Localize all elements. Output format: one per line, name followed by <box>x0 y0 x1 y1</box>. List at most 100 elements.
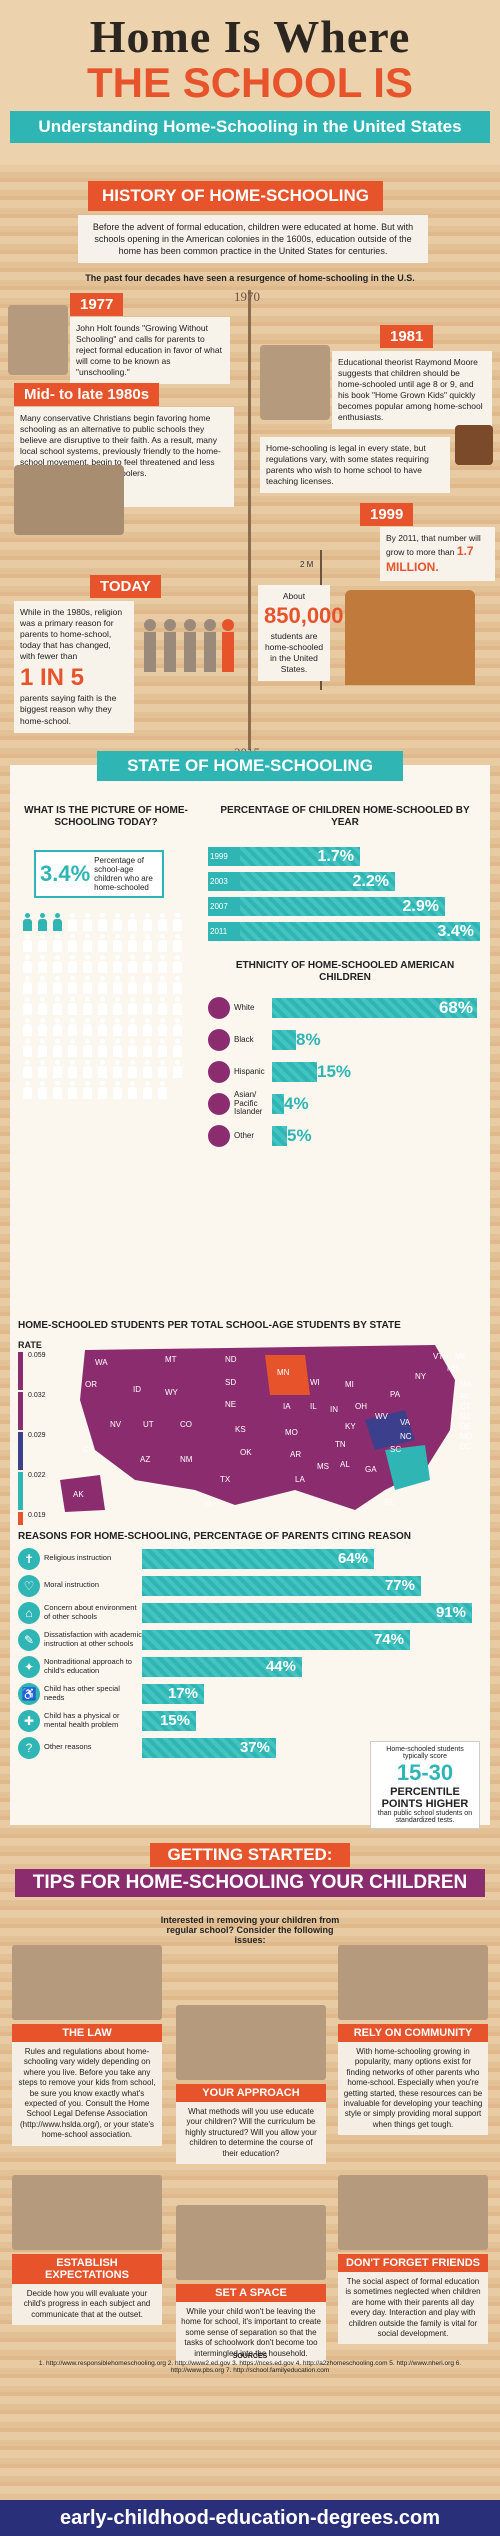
year-bar: 1.7% <box>240 847 360 866</box>
state-label: ME <box>455 1352 467 1361</box>
child-figure-icon <box>82 934 93 952</box>
tip-text: What methods will you use educate your c… <box>176 2102 326 2164</box>
child-figure-icon <box>157 1018 168 1036</box>
tip-card: DON'T FORGET FRIENDS The social aspect of… <box>338 2175 488 2345</box>
year-1981: 1981 <box>380 325 434 348</box>
state-label: NE <box>225 1400 237 1409</box>
title-line1: Home Is Where <box>89 11 411 62</box>
child-figure-icon <box>37 934 48 952</box>
reason-label: Child has other special needs <box>44 1684 120 1702</box>
child-figure-icon <box>37 976 48 994</box>
child-figure-icon <box>97 1081 108 1099</box>
rate-legend: RATE 0.059 0.032 0.029 0.022 0.019 <box>18 1340 46 1550</box>
child-figure-icon <box>142 1018 153 1036</box>
child-figure-icon <box>97 1018 108 1036</box>
child-figure-icon <box>112 1060 123 1078</box>
legend-entry: 0.022 <box>18 1472 46 1510</box>
tip-title: ESTABLISH EXPECTATIONS <box>12 2254 162 2284</box>
stat-1999-text: students are home-schooled in the United… <box>264 630 324 674</box>
tip-title: SET A SPACE <box>176 2284 326 2302</box>
ethnicity-label: White <box>234 1002 255 1012</box>
state-label: CA <box>83 1445 95 1454</box>
child-figure-icon <box>67 955 78 973</box>
tip-illustration <box>338 2175 488 2250</box>
tip-title: RELY ON COMMUNITY <box>338 2024 488 2042</box>
child-figure-icon <box>52 913 63 931</box>
child-figure-icon <box>22 1060 33 1078</box>
child-figure-icon <box>22 1039 33 1057</box>
legend-value: 0.059 <box>28 1352 46 1359</box>
child-figure-icon <box>127 976 138 994</box>
child-figure-icon <box>52 1081 63 1099</box>
tip-text: Rules and regulations about home-schooli… <box>12 2042 162 2146</box>
child-figure-icon <box>52 934 63 952</box>
child-figure-icon <box>97 1039 108 1057</box>
tip-card: YOUR APPROACH What methods will you use e… <box>176 2005 326 2164</box>
child-figure-icon <box>97 955 108 973</box>
axis-2m: 2 M <box>300 560 314 569</box>
state-label: RI <box>460 1392 468 1401</box>
state-label: WI <box>310 1378 320 1387</box>
ethnicity-label: Asian/ Pacific Islander <box>234 1090 263 1117</box>
rate-label: RATE <box>18 1340 42 1350</box>
legend-swatch <box>18 1352 23 1390</box>
state-label: ID <box>133 1385 141 1394</box>
child-figure-icon <box>172 1039 183 1057</box>
event-1981: Educational theorist Raymond Moore sugge… <box>332 351 492 430</box>
child-figure-icon <box>82 997 93 1015</box>
legend-swatch <box>18 1392 23 1430</box>
today-tag: TODAY <box>90 575 161 598</box>
child-avatar-icon <box>208 1125 230 1147</box>
percentile-lead: Home-schooled students typically score <box>386 1746 464 1760</box>
tip-card: THE LAW Rules and regulations about home-… <box>12 1945 162 2146</box>
history-intro: Before the advent of formal education, c… <box>78 215 428 264</box>
child-figure-icon <box>37 913 48 931</box>
child-figure-icon <box>67 997 78 1015</box>
child-figure-icon <box>37 1018 48 1036</box>
today-big: 1 IN 5 <box>20 664 85 692</box>
reason-icon: ♡ <box>18 1574 40 1597</box>
child-figure-icon <box>142 1039 153 1057</box>
state-title-text: STATE OF HOME-SCHOOLING <box>97 751 403 781</box>
reason-label: Child has a physical or mental health pr… <box>44 1711 120 1729</box>
reason-icon: ✝ <box>18 1547 40 1570</box>
state-label: NY <box>415 1372 427 1381</box>
reason-row: ? Other reasons 37% <box>18 1736 276 1759</box>
child-figure-icon <box>37 1060 48 1078</box>
child-figure-icon <box>142 976 153 994</box>
child-figure-icon <box>127 1081 138 1099</box>
child-figure-icon <box>22 913 33 931</box>
year-1980s: Mid- to late 1980s <box>14 383 160 406</box>
state-label: DC <box>460 1442 472 1451</box>
child-figure-icon <box>127 1060 138 1078</box>
child-figure-icon <box>67 913 78 931</box>
reason-icon: ✚ <box>18 1709 40 1732</box>
child-figure-icon <box>52 1018 63 1036</box>
ethnicity-bar <box>272 1030 296 1050</box>
state-label: HI <box>205 1500 213 1509</box>
picture-pct-box: 3.4% Percentage of school-age children w… <box>34 850 164 898</box>
state-label: AR <box>290 1450 302 1459</box>
child-avatar-icon <box>208 1029 230 1051</box>
tip-card: RELY ON COMMUNITY With home-schooling gro… <box>338 1945 488 2136</box>
year-bar-label: 2003 <box>208 872 240 891</box>
child-figure-icon <box>52 1039 63 1057</box>
child-figure-icon <box>67 1018 78 1036</box>
legend-swatches: 0.059 0.032 0.029 0.022 0.019 <box>18 1352 46 1550</box>
legend-value: 0.032 <box>28 1392 46 1399</box>
child-figure-icon <box>172 913 183 931</box>
state-label: AK <box>73 1490 84 1499</box>
ethnicity-value: 5% <box>287 1126 312 1145</box>
state-label: DE <box>460 1422 472 1431</box>
sources-head: SOURCES <box>232 2353 268 2360</box>
reason-icon: ? <box>18 1736 40 1759</box>
year-bar-row: 2011 3.4% <box>208 922 480 941</box>
state-label: MS <box>317 1462 329 1471</box>
ethnicity-row: Black 8% <box>208 1029 325 1051</box>
footer-url[interactable]: early-childhood-education-degrees.com <box>0 2500 500 2536</box>
child-figure-icon <box>97 934 108 952</box>
state-label: PA <box>390 1390 401 1399</box>
reason-row: ♿ Child has other special needs 17% <box>18 1682 204 1705</box>
gavel-icon <box>455 425 493 465</box>
child-figure-icon <box>52 955 63 973</box>
